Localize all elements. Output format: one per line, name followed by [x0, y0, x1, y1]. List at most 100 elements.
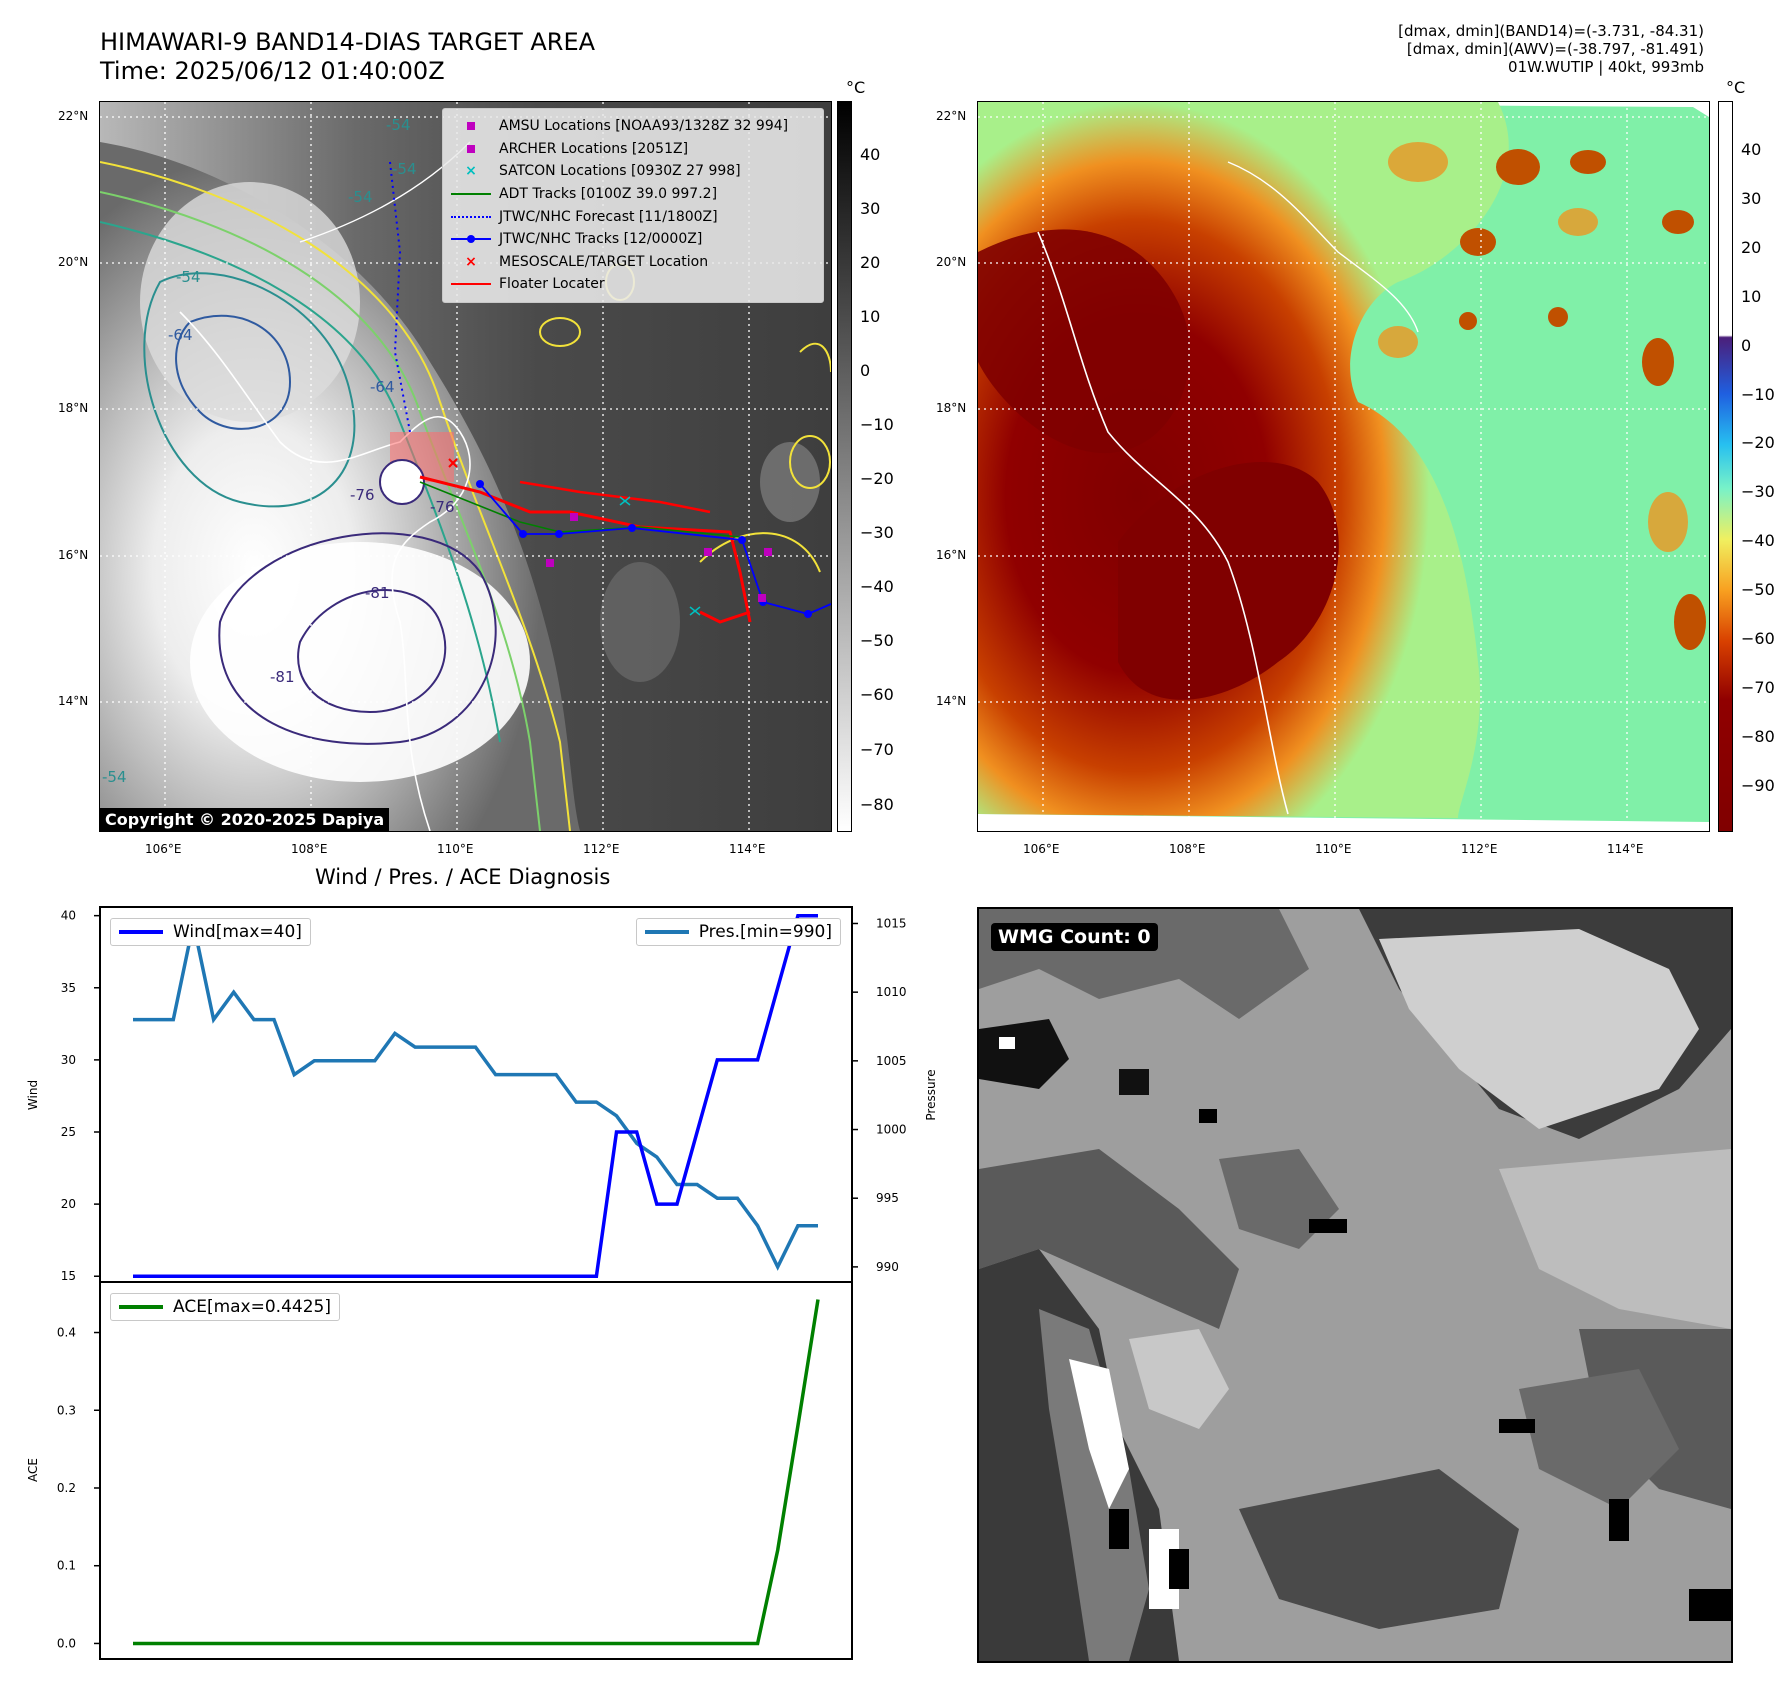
wind-legend-label: Wind[max=40]	[173, 922, 302, 942]
colorbar-right-tick: 0	[1741, 336, 1752, 355]
wind-axis-tick-label: 35	[61, 981, 76, 995]
lat-label: 14°N	[936, 694, 967, 708]
wind-legend: Wind[max=40]	[110, 918, 311, 946]
pressure-legend-label: Pres.[min=990]	[698, 922, 832, 942]
chart-title: HIMAWARI-9 BAND14-DIAS TARGET AREA	[100, 28, 596, 56]
colorbar-right-tick: −10	[1741, 385, 1775, 404]
pressure-axis-tick-label: 1005	[876, 1054, 907, 1068]
colorbar-left-tick: 10	[860, 307, 881, 326]
info-block: [dmax, dmin](BAND14)=(-3.731, -84.31) [d…	[1398, 22, 1704, 76]
contour-label: -76	[430, 498, 455, 516]
colorbar-left-tick: −80	[860, 795, 894, 814]
ace-axis-tick-label: 0.2	[57, 1481, 76, 1495]
lat-label: 16°N	[58, 548, 89, 562]
copyright-label: Copyright © 2020-2025 Dapiya	[100, 808, 390, 831]
colorbar-right-unit: °C	[1726, 78, 1746, 97]
lat-label: 20°N	[58, 255, 89, 269]
lat-label: 18°N	[936, 401, 967, 415]
legend-item: × SATCON Locations [0930Z 27 998]	[451, 160, 815, 183]
colorbar-left	[837, 101, 852, 832]
lon-label: 114°E	[729, 842, 766, 856]
ace-swatch-icon	[119, 1305, 163, 1309]
diagnosis-title: Wind / Pres. / ACE Diagnosis	[315, 865, 611, 889]
chart-time: Time: 2025/06/12 01:40:00Z	[100, 57, 445, 85]
colorbar-right-tick: −60	[1741, 629, 1775, 648]
colorbar-right-tick: −80	[1741, 727, 1775, 746]
ace-axis-tick-label: 0.4	[57, 1326, 76, 1340]
wind-series-line	[133, 913, 818, 1278]
legend-item: × MESOSCALE/TARGET Location	[451, 251, 815, 274]
contour-label: -54	[392, 160, 417, 178]
lon-label: 114°E	[1607, 842, 1644, 856]
lat-label: 18°N	[58, 401, 89, 415]
lat-label: 22°N	[936, 109, 967, 123]
colorbar-left-tick: −70	[860, 740, 894, 759]
pressure-axis-tick-label: 995	[876, 1191, 899, 1205]
lat-label: 16°N	[936, 548, 967, 562]
colorbar-right-tick: −70	[1741, 678, 1775, 697]
x-marker-icon: ×	[465, 163, 477, 180]
pressure-axis-tick-label: 1000	[876, 1123, 907, 1137]
colorbar-right-tick: 10	[1741, 287, 1762, 306]
square-marker-icon	[451, 118, 491, 134]
colorbar-right-tick: −90	[1741, 776, 1775, 795]
wind-axis-tick-label: 25	[61, 1125, 76, 1139]
legend-item: ARCHER Locations [2051Z]	[451, 138, 815, 161]
legend-item: AMSU Locations [NOAA93/1328Z 32 994]	[451, 115, 815, 138]
lon-label: 112°E	[1461, 842, 1498, 856]
x-marker-icon: ×	[465, 253, 477, 270]
dotted-line-icon	[451, 209, 491, 225]
wmg-image	[979, 909, 1731, 1661]
pressure-swatch-icon	[644, 930, 689, 934]
colorbar-right	[1718, 101, 1733, 832]
contour-label: -64	[168, 326, 193, 344]
pressure-series-line	[133, 923, 818, 1271]
colorbar-left-tick: −40	[860, 577, 894, 596]
lon-label: 112°E	[583, 842, 620, 856]
awv-map-image	[978, 102, 1709, 831]
colorbar-right-tick: 30	[1741, 189, 1762, 208]
legend-item: ADT Tracks [0100Z 39.0 997.2]	[451, 183, 815, 206]
ace-legend-label: ACE[max=0.4425]	[173, 1297, 331, 1317]
lon-label: 108°E	[1169, 842, 1206, 856]
pressure-axis-label: Pressure	[924, 1069, 938, 1120]
legend-item: JTWC/NHC Tracks [12/0000Z]	[451, 228, 815, 251]
colorbar-left-tick: −30	[860, 523, 894, 542]
wind-axis-tick-label: 40	[61, 909, 76, 923]
legend-item: JTWC/NHC Forecast [11/1800Z]	[451, 205, 815, 228]
lat-label: 20°N	[936, 255, 967, 269]
pressure-axis-tick-label: 990	[876, 1260, 899, 1274]
info-line-storm: 01W.WUTIP | 40kt, 993mb	[1508, 58, 1704, 76]
colorbar-left-tick: −10	[860, 415, 894, 434]
lat-label: 14°N	[58, 694, 89, 708]
colorbar-right-tick: −20	[1741, 433, 1775, 452]
lon-label: 106°E	[1023, 842, 1060, 856]
ace-axis-tick-label: 0.1	[57, 1559, 76, 1573]
ace-axis-label: ACE	[26, 1458, 40, 1482]
info-line-awv: [dmax, dmin](AWV)=(-38.797, -81.491)	[1406, 40, 1704, 58]
colorbar-right-tick: −30	[1741, 482, 1775, 501]
colorbar-left-tick: 40	[860, 145, 881, 164]
solid-line-icon	[451, 276, 491, 292]
contour-label: -81	[365, 584, 390, 602]
square-marker-icon	[451, 141, 491, 157]
wind-axis-tick-label: 20	[61, 1197, 76, 1211]
ace-axis-tick-label: 0.3	[57, 1403, 76, 1417]
awv-map	[977, 101, 1710, 832]
colorbar-left-tick: −60	[860, 685, 894, 704]
contour-label: -81	[270, 668, 295, 686]
contour-label: -64	[370, 378, 395, 396]
lon-label: 106°E	[145, 842, 182, 856]
contour-label: -54	[386, 116, 411, 134]
colorbar-left-tick: 0	[860, 361, 871, 380]
colorbar-left-unit: °C	[846, 78, 866, 97]
wind-axis-tick-label: 15	[61, 1269, 76, 1283]
contour-label: -54	[348, 188, 373, 206]
solid-line-icon	[451, 186, 491, 202]
wmg-count-badge: WMG Count: 0	[991, 923, 1158, 951]
colorbar-right-tick: −40	[1741, 531, 1775, 550]
map-legend: AMSU Locations [NOAA93/1328Z 32 994] ARC…	[442, 108, 824, 303]
wind-axis-tick-label: 30	[61, 1053, 76, 1067]
pressure-legend: Pres.[min=990]	[635, 918, 841, 946]
